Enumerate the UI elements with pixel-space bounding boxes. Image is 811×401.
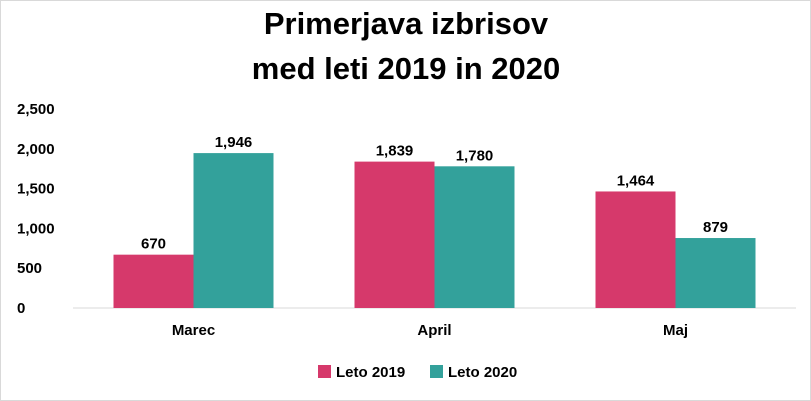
legend-label: Leto 2020	[448, 364, 517, 381]
legend-label: Leto 2019	[336, 364, 405, 381]
y-tick-label: 0	[17, 300, 25, 317]
data-label: 670	[141, 236, 166, 253]
bars	[113, 153, 756, 308]
x-category-label: April	[417, 322, 451, 339]
data-label: 1,839	[376, 143, 414, 160]
data-labels: 670 1,946 1,839 1,780 1,464 879	[141, 134, 728, 253]
data-label: 1,946	[215, 134, 253, 151]
y-tick-label: 1,500	[17, 181, 55, 198]
chart-title-line-1: Primerjava izbrisov	[264, 6, 549, 41]
chart-title-line-2: med leti 2019 in 2020	[252, 51, 560, 86]
x-category-label: Maj	[663, 322, 688, 339]
bar-series-1-maj	[595, 191, 676, 308]
bar-series-1-april	[354, 161, 435, 308]
x-axis: Marec April Maj	[73, 307, 796, 339]
bar-series-1-marec	[113, 254, 194, 308]
x-category-label: Marec	[172, 322, 215, 339]
bar-series-2-marec	[193, 153, 274, 308]
y-tick-label: 500	[17, 260, 42, 277]
y-axis: 0 500 1,000 1,500 2,000 2,500	[17, 101, 55, 317]
legend: Leto 2019 Leto 2020	[318, 364, 517, 381]
bar-series-2-maj	[675, 238, 756, 308]
legend-swatch	[318, 365, 331, 378]
legend-swatch	[430, 365, 443, 378]
y-tick-label: 2,000	[17, 141, 55, 158]
bar-series-2-april	[434, 166, 515, 308]
data-label: 1,780	[456, 147, 494, 164]
data-label: 1,464	[617, 172, 655, 189]
y-tick-label: 1,000	[17, 220, 55, 237]
data-label: 879	[703, 219, 728, 236]
y-tick-label: 2,500	[17, 101, 55, 118]
